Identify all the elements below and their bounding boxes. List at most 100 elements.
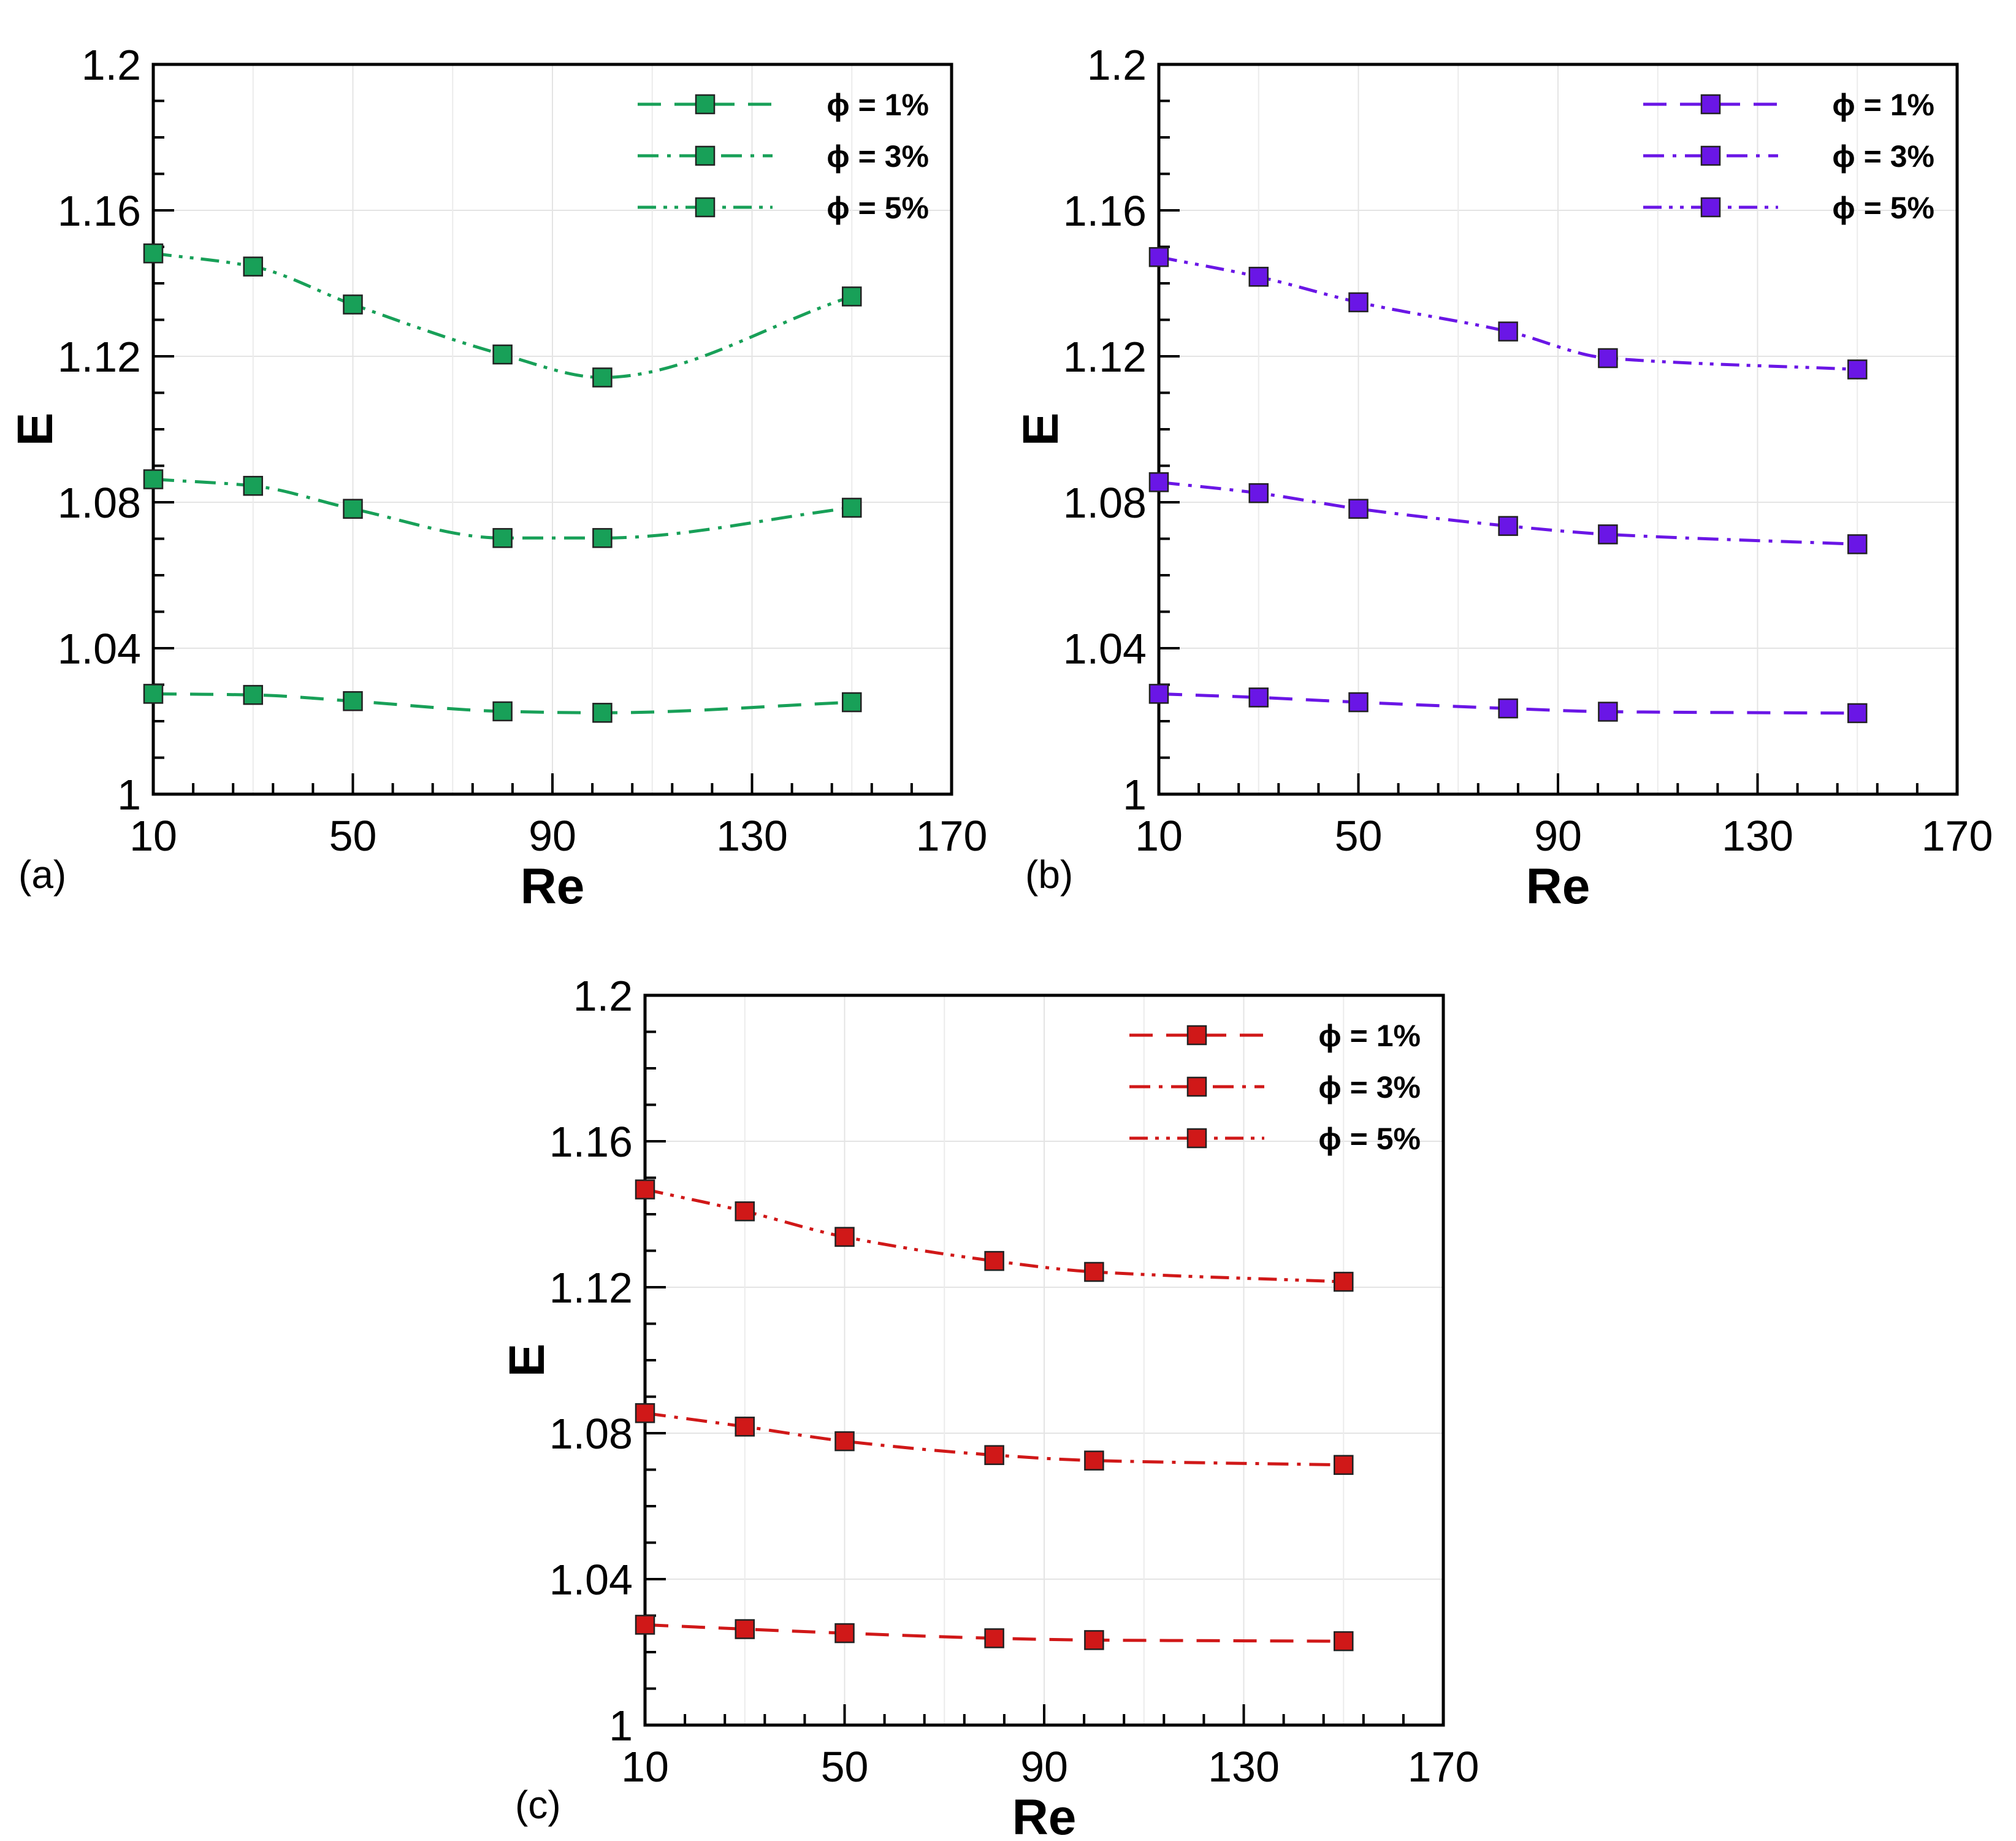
legend: ϕ = 1% ϕ = 3% ϕ = 5% — [1643, 88, 1934, 225]
series-2 — [1148, 472, 1868, 554]
legend-marker — [695, 197, 716, 218]
series-3 — [1148, 247, 1868, 380]
series-line — [644, 1623, 1344, 1643]
data-point — [842, 286, 862, 307]
data-point — [1598, 702, 1618, 722]
y-axis-title: E — [499, 1344, 555, 1377]
x-tick-label: 130 — [1208, 1743, 1280, 1791]
y-tick-label: 1.16 — [549, 1118, 633, 1166]
x-tick-label: 10 — [129, 812, 177, 860]
data-point — [635, 1403, 655, 1423]
data-point — [842, 692, 862, 713]
x-tick-label: 130 — [1722, 812, 1793, 860]
data-point — [592, 703, 613, 723]
data-point — [1498, 698, 1518, 719]
data-point — [592, 367, 613, 388]
data-point — [1084, 1450, 1104, 1471]
y-tick-label: 1.04 — [549, 1556, 633, 1604]
legend-marker — [1186, 1025, 1207, 1046]
data-point — [1248, 267, 1269, 287]
y-axis-title: E — [7, 413, 63, 446]
legend-marker — [695, 94, 716, 115]
y-tick-label: 1 — [117, 771, 141, 819]
y-tick-label: 1 — [609, 1702, 633, 1750]
y-axis-title: E — [1013, 413, 1069, 446]
data-point — [984, 1445, 1004, 1465]
data-point — [635, 1179, 655, 1200]
x-tick-label: 90 — [1534, 812, 1582, 860]
x-axis-title: Re — [1526, 859, 1590, 914]
x-tick-label: 50 — [821, 1743, 869, 1791]
data-point — [834, 1227, 855, 1247]
data-point — [1084, 1261, 1104, 1282]
y-tick-label: 1.04 — [1063, 625, 1147, 673]
x-tick-label: 50 — [329, 812, 377, 860]
y-tick-label: 1.12 — [549, 1264, 633, 1312]
y-tick-label: 1.04 — [58, 625, 141, 673]
legend-marker — [695, 145, 716, 166]
data-point — [834, 1431, 855, 1452]
legend: ϕ = 1% ϕ = 3% ϕ = 5% — [1129, 1019, 1421, 1156]
data-point — [1598, 524, 1618, 545]
data-point — [1847, 359, 1868, 380]
y-tick-label: 1.2 — [1087, 41, 1147, 89]
x-axis-title: Re — [1012, 1789, 1077, 1841]
y-tick-label: 1.08 — [1063, 479, 1147, 527]
data-point — [1148, 684, 1169, 704]
x-tick-label: 90 — [1020, 1743, 1068, 1791]
y-tick-label: 1.08 — [549, 1410, 633, 1458]
data-point — [243, 475, 263, 496]
chart-panel-3: 10 50 90 130 170 1 1.04 1.08 1.12 1.16 1.2 Re E (c) ϕ … — [499, 972, 1479, 1841]
x-tick-label: 50 — [1335, 812, 1383, 860]
chart-panel-1: 10 50 90 130 170 1 1.04 1.08 1.12 1.16 1.2 Re E (a) ϕ … — [7, 41, 987, 914]
x-tick-label: 90 — [529, 812, 576, 860]
y-tick-label: 1.12 — [1063, 333, 1147, 381]
legend-label: ϕ = 3% — [1832, 139, 1934, 174]
data-point — [1248, 483, 1269, 503]
data-point — [343, 294, 363, 315]
data-point — [735, 1619, 755, 1639]
legend-marker — [1700, 94, 1721, 115]
data-point — [243, 684, 263, 705]
legend: ϕ = 1% ϕ = 3% ϕ = 5% — [638, 88, 929, 225]
data-point — [343, 691, 363, 711]
y-tick-label: 1.2 — [82, 41, 141, 89]
panel-label: (c) — [515, 1783, 561, 1827]
legend-label: ϕ = 3% — [827, 139, 929, 174]
x-tick-label: 170 — [1408, 1743, 1480, 1791]
legend-marker — [1700, 145, 1721, 166]
chart-panel-2: 10 50 90 130 170 1 1.04 1.08 1.12 1.16 1.2 Re E (b) ϕ … — [1013, 41, 1993, 914]
data-point — [492, 344, 513, 365]
legend-label: ϕ = 5% — [1318, 1122, 1421, 1156]
legend-label: ϕ = 5% — [1832, 191, 1934, 225]
series-2 — [143, 469, 862, 548]
y-tick-label: 1.08 — [58, 479, 141, 527]
data-point — [592, 528, 613, 548]
legend-marker — [1700, 197, 1721, 218]
data-point — [143, 243, 164, 264]
data-point — [1847, 703, 1868, 724]
panel-label: (a) — [18, 852, 66, 897]
legend-marker — [1186, 1076, 1207, 1097]
legend-marker — [1186, 1128, 1207, 1149]
series-1 — [635, 1615, 1354, 1652]
data-point — [834, 1623, 855, 1644]
series-1 — [143, 684, 862, 723]
data-point — [984, 1628, 1004, 1648]
x-axis-title: Re — [521, 859, 585, 914]
data-point — [243, 256, 263, 277]
x-tick-label: 170 — [1922, 812, 1993, 860]
x-tick-label: 170 — [916, 812, 988, 860]
data-point — [1348, 499, 1369, 519]
y-tick-label: 1.16 — [58, 187, 141, 235]
data-point — [635, 1615, 655, 1635]
y-tick-label: 1 — [1123, 771, 1147, 819]
data-point — [842, 497, 862, 518]
y-tick-label: 1.12 — [58, 333, 141, 381]
data-point — [1148, 247, 1169, 267]
data-point — [735, 1201, 755, 1222]
legend-label: ϕ = 1% — [1318, 1019, 1421, 1053]
legend-label: ϕ = 3% — [1318, 1070, 1421, 1104]
data-point — [1334, 1631, 1354, 1652]
data-point — [1334, 1271, 1354, 1292]
